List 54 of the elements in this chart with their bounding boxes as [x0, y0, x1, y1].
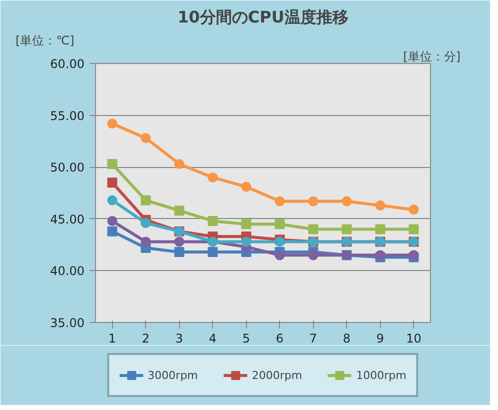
y-tick-label: 55.00 [50, 108, 85, 123]
point [174, 247, 184, 258]
x-tick-label: 1 [108, 332, 116, 346]
point [208, 247, 218, 258]
legend-label: 2000rpm [252, 368, 302, 382]
point [174, 159, 184, 169]
point [174, 206, 184, 216]
point [408, 204, 419, 215]
point [140, 195, 151, 206]
x-tick-label: 4 [208, 332, 217, 346]
point [408, 224, 419, 234]
point [241, 236, 252, 247]
x-tick-label: 10 [406, 332, 422, 346]
point [274, 196, 285, 206]
x-tick-label: 9 [376, 332, 384, 346]
point [308, 196, 318, 206]
y-tick-label: 40.00 [50, 264, 85, 278]
point [107, 226, 118, 236]
point [308, 224, 318, 234]
point [342, 196, 352, 206]
y-tick-label: 60.00 [50, 57, 85, 71]
x-tick-label: 6 [276, 332, 284, 346]
y-tick-label: 35.00 [50, 316, 85, 330]
point [342, 224, 352, 234]
point [107, 178, 118, 188]
point [107, 158, 118, 169]
point [241, 219, 252, 230]
point [208, 216, 218, 226]
point [107, 195, 118, 206]
x-tick-label: 3 [175, 332, 184, 346]
x-tick-label: 2 [142, 332, 150, 346]
y-tick-label: 45.00 [50, 212, 85, 226]
y-axis-title: [単位：℃] [16, 34, 74, 48]
y-tick-label: 50.00 [50, 160, 85, 175]
point [107, 216, 118, 226]
legend-label: 3000rpm [148, 368, 198, 382]
point [274, 219, 285, 230]
chart-title: 10分間のCPU温度推移 [178, 8, 348, 26]
legend-label: 1000rpm [356, 368, 406, 382]
x-tick-label: 7 [309, 332, 318, 346]
point [107, 118, 118, 129]
point [241, 182, 252, 192]
x-axis-title: [単位：分] [403, 50, 461, 64]
point [375, 200, 386, 210]
point [308, 250, 318, 260]
point [375, 224, 386, 234]
point [174, 236, 184, 247]
point [140, 236, 151, 247]
point [208, 172, 218, 182]
point [274, 250, 285, 260]
x-tick-label: 5 [242, 332, 250, 346]
x-tick-label: 8 [342, 332, 351, 346]
point [140, 218, 151, 228]
point [140, 133, 151, 144]
